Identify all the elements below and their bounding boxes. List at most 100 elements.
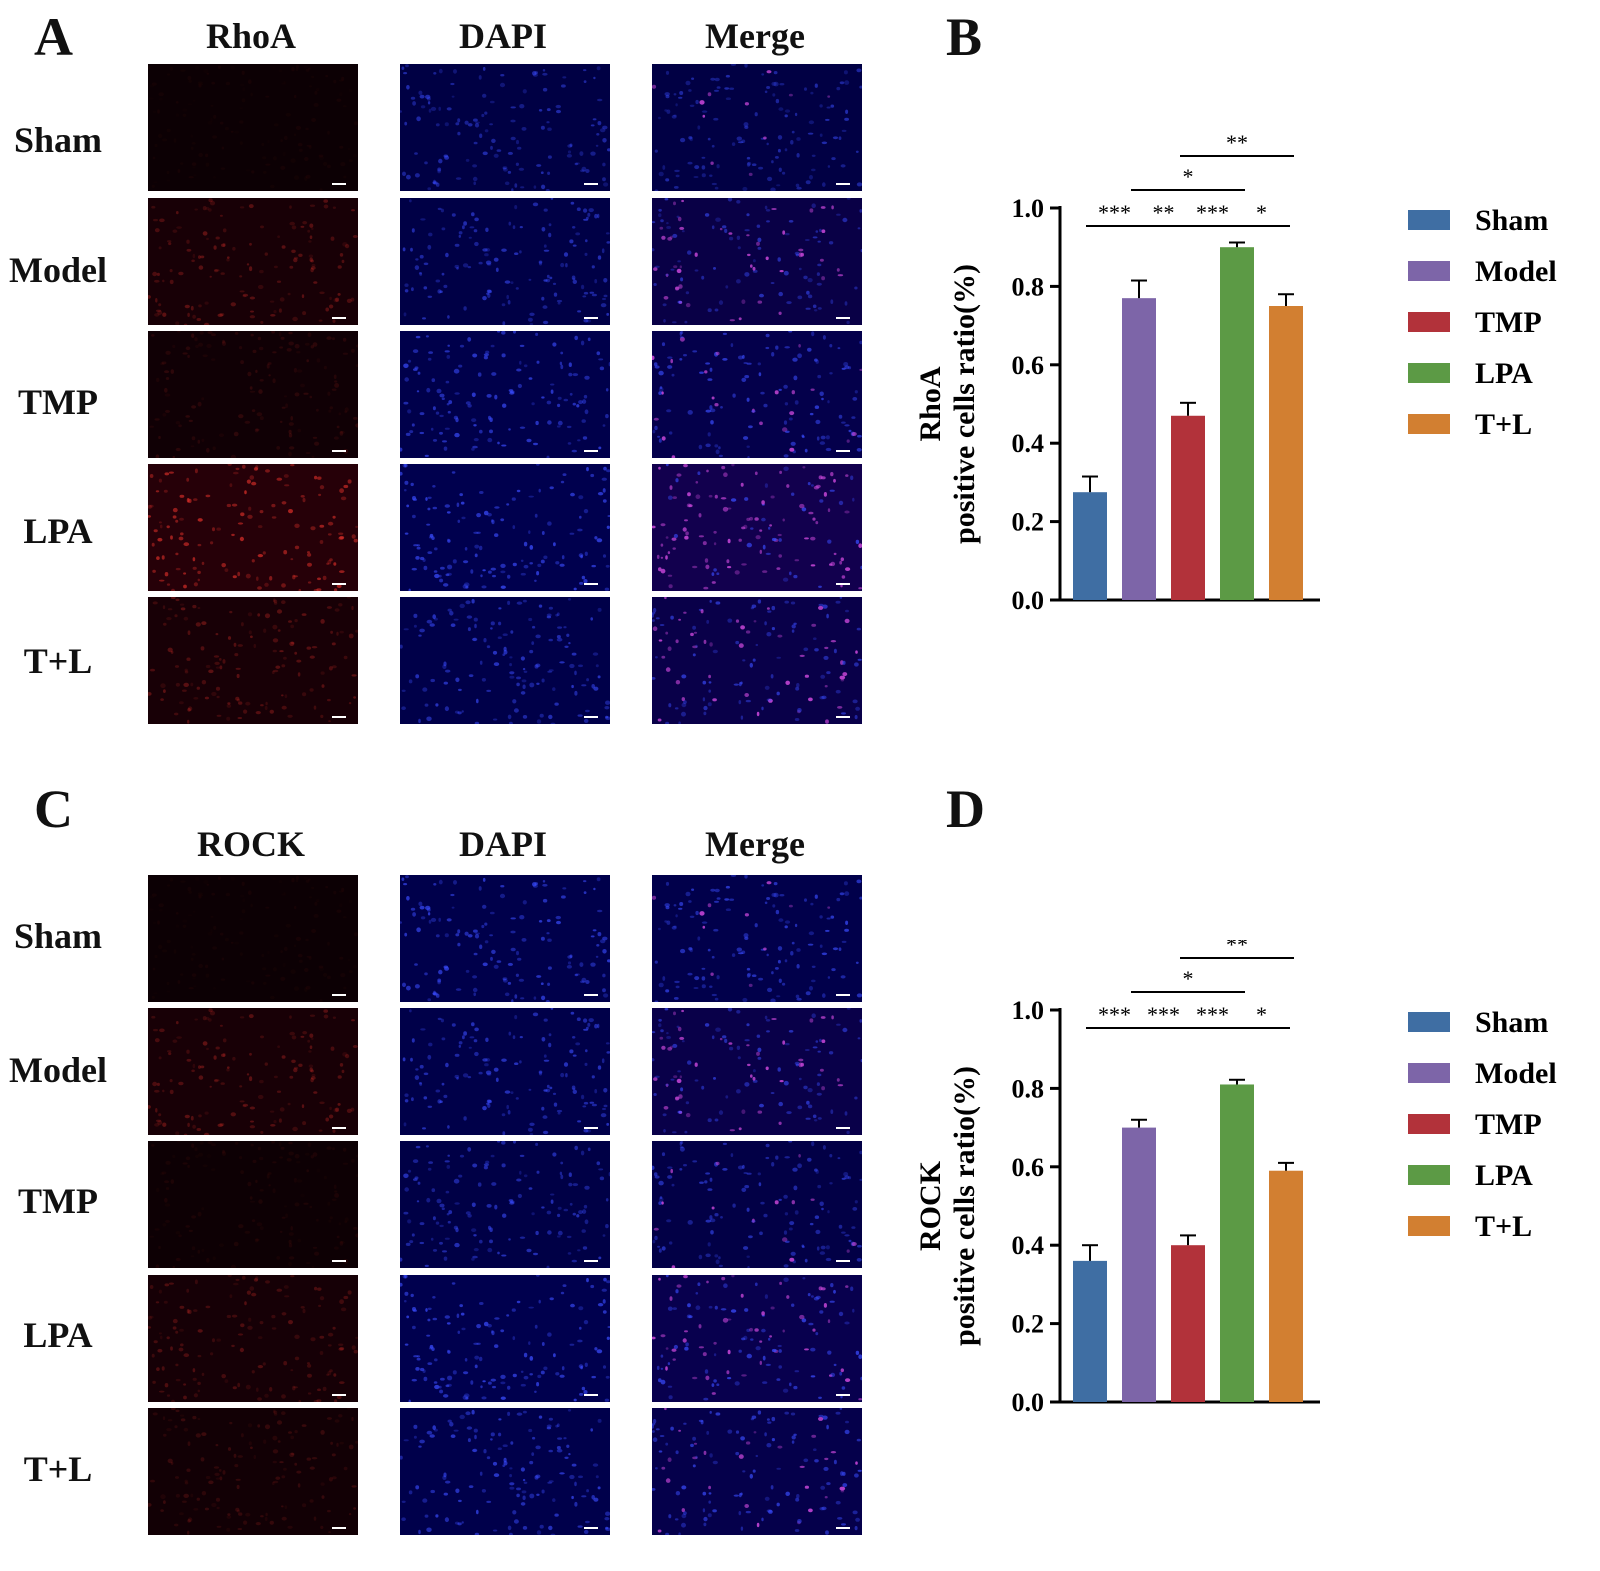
scale-bar [836, 317, 850, 319]
y-tick-label: 1.0 [1012, 996, 1045, 1025]
significance-label: *** [1098, 200, 1131, 225]
legend-label-sham: Sham [1475, 204, 1548, 237]
rhoa-tmp-dapi-image [400, 331, 610, 458]
scale-bar [836, 1527, 850, 1529]
legend-swatch-sham [1408, 210, 1450, 230]
scale-bar [836, 1394, 850, 1396]
rhoa-lpa-merge-image [652, 464, 862, 591]
row-label-lpa-2: LPA [23, 1315, 93, 1355]
scale-bar [584, 583, 598, 585]
panel-letter-c: C [34, 779, 73, 839]
scale-bar [332, 183, 346, 185]
bar-model [1122, 1127, 1156, 1402]
significance-label: * [1256, 1002, 1267, 1027]
y-tick-label: 0.4 [1012, 1231, 1045, 1260]
significance-label: ** [1153, 200, 1175, 225]
scale-bar [332, 583, 346, 585]
legend-label-model: Model [1475, 1057, 1557, 1090]
panel-letter-d: D [946, 779, 985, 839]
legend-swatch-lpa [1408, 1165, 1450, 1185]
rock-tmp-merge-image [652, 1141, 862, 1268]
significance-label: * [1183, 164, 1194, 189]
rock-tmp-dapi-image [400, 1141, 610, 1268]
rock-tl-merge-image [652, 1408, 862, 1535]
scale-bar [836, 1127, 850, 1129]
column-title-dapi: DAPI [459, 16, 547, 56]
row-label-model: Model [9, 250, 107, 290]
legend-swatch-lpa [1408, 363, 1450, 383]
significance-label: *** [1196, 200, 1229, 225]
scale-bar [584, 450, 598, 452]
bar-sham [1073, 492, 1107, 600]
scale-bar [584, 1527, 598, 1529]
scale-bar [332, 1394, 346, 1396]
rock-lpa-rock-image [148, 1275, 358, 1402]
legend-swatch-tl [1408, 1216, 1450, 1236]
column-title-merge-2: Merge [705, 824, 805, 864]
row-label-tmp: TMP [18, 382, 98, 422]
rhoa-tmp-merge-image [652, 331, 862, 458]
scale-bar [332, 1127, 346, 1129]
y-tick-label: 0.6 [1012, 1153, 1045, 1182]
rhoa-sham-rhoa-image [148, 64, 358, 191]
column-title-merge: Merge [705, 16, 805, 56]
rhoa-tl-dapi-image [400, 597, 610, 724]
y-axis-label: positive cells ratio(%) [948, 1066, 981, 1346]
y-tick-label: 0.2 [1012, 508, 1045, 537]
legend-swatch-tmp [1408, 1114, 1450, 1134]
significance-label: *** [1098, 1002, 1131, 1027]
bar-tl [1269, 1170, 1303, 1402]
legend-label-tl: T+L [1475, 1210, 1532, 1243]
scale-bar [584, 994, 598, 996]
scale-bar [836, 450, 850, 452]
row-label-sham-2: Sham [13, 916, 103, 956]
rhoa-tl-rhoa-image [148, 597, 358, 724]
rock-model-dapi-image [400, 1008, 610, 1135]
bar-tmp [1171, 1245, 1205, 1402]
bar-lpa [1220, 247, 1254, 600]
rock-lpa-dapi-image [400, 1275, 610, 1402]
y-axis-label: positive cells ratio(%) [948, 264, 981, 544]
panel-letter-a: A [34, 7, 73, 67]
legend-label-tl: T+L [1475, 408, 1532, 441]
column-title-rhoa: RhoA [205, 16, 297, 56]
rock-model-merge-image [652, 1008, 862, 1135]
row-label-lpa: LPA [23, 511, 93, 551]
significance-label: ** [1226, 940, 1248, 957]
legend-label-lpa: LPA [1475, 1159, 1533, 1192]
scale-bar [332, 1260, 346, 1262]
legend-swatch-sham [1408, 1012, 1450, 1032]
legend-swatch-model [1408, 1063, 1450, 1083]
significance-label: *** [1147, 1002, 1180, 1027]
rock-sham-merge-image [652, 875, 862, 1002]
significance-label: * [1256, 200, 1267, 225]
rock-sham-rock-image [148, 875, 358, 1002]
scale-bar [836, 583, 850, 585]
rhoa-lpa-dapi-image [400, 464, 610, 591]
scale-bar [332, 1527, 346, 1529]
rhoa-bar-chart: 0.0 0.2 0.4 0.6 0.8 1.0 RhoA positive cells rat… [914, 130, 1557, 615]
scale-bar [332, 450, 346, 452]
y-axis-label-title: ROCK [914, 1160, 947, 1251]
scale-bar [584, 1260, 598, 1262]
rhoa-tl-merge-image [652, 597, 862, 724]
bar-model [1122, 298, 1156, 600]
rock-bar-chart: 0.0 0.2 0.4 0.6 0.8 1.0 ROCK positive cells rat… [914, 940, 1557, 1417]
rock-sham-dapi-image [400, 875, 610, 1002]
legend-label-tmp: TMP [1475, 1108, 1542, 1141]
column-title-dapi-2: DAPI [459, 824, 547, 864]
row-label-model-2: Model [9, 1050, 107, 1090]
scale-bar [332, 317, 346, 319]
rhoa-model-merge-image [652, 198, 862, 325]
scale-bar [836, 994, 850, 996]
rock-tl-rock-image [148, 1408, 358, 1535]
y-tick-label: 0.2 [1012, 1310, 1045, 1339]
rhoa-sham-dapi-image [400, 64, 610, 191]
bar-tmp [1171, 415, 1205, 600]
legend-swatch-tl [1408, 414, 1450, 434]
scale-bar [584, 183, 598, 185]
legend-label-model: Model [1475, 255, 1557, 288]
y-tick-label: 0.8 [1012, 1074, 1045, 1103]
legend-swatch-model [1408, 261, 1450, 281]
bar-lpa [1220, 1084, 1254, 1402]
